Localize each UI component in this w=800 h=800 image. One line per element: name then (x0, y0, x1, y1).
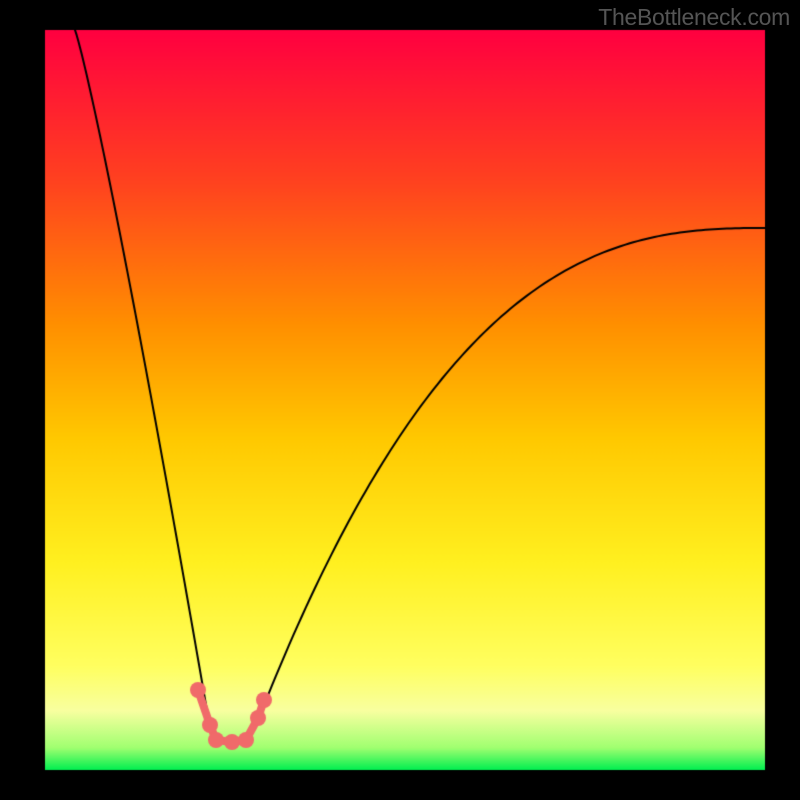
chart-container: { "canvas": { "width": 800, "height": 80… (0, 0, 800, 800)
bottleneck-chart (0, 0, 800, 800)
watermark-label: TheBottleneck.com (598, 4, 790, 31)
